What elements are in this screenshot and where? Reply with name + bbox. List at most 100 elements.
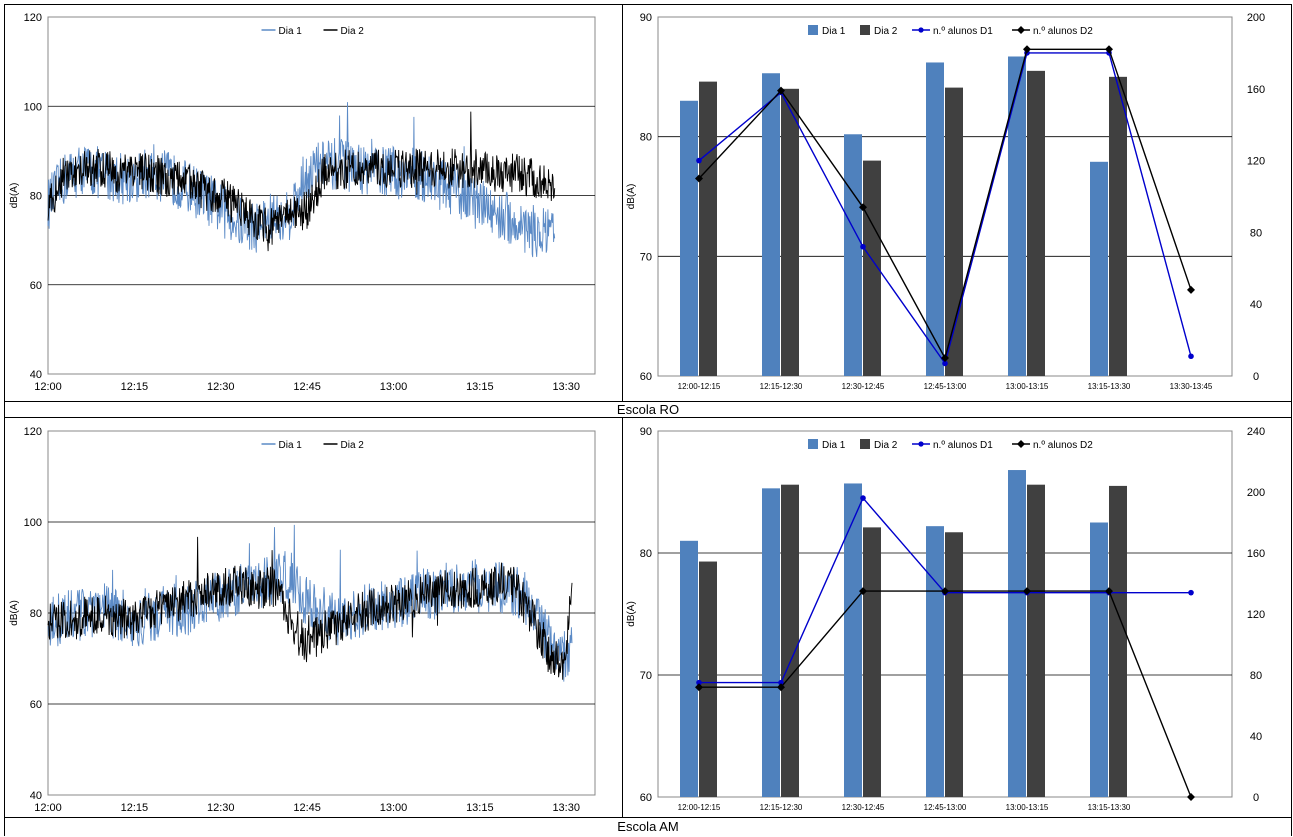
am-ts-x-tick-label: 12:30 (207, 802, 235, 814)
ro-bar-bar-dia2 (945, 87, 963, 376)
am-bar-bar-dia2 (1027, 484, 1045, 797)
am-bar-x-tick-label: 12:15-12:30 (760, 803, 803, 812)
ro-bar-x-tick-label: 13:30-13:45 (1170, 382, 1213, 391)
am-bar-marker-d2 (859, 587, 867, 596)
ro-bar-legend-marker (918, 27, 924, 33)
ro-ts-legend-label: Dia 1 (279, 26, 303, 37)
am-ts-x-tick-label: 13:15 (466, 802, 494, 814)
border-left (4, 4, 5, 836)
border-mid-row1 (622, 4, 623, 401)
ro-bar-bar-dia1 (680, 100, 698, 377)
ro-bar-x-tick-label: 12:30-12:45 (842, 382, 885, 391)
ro-bar-bar-dia1 (1008, 56, 1026, 377)
ro-bar-x-tick-label: 13:00-13:15 (1006, 382, 1049, 391)
ro-bar-marker-d2 (695, 174, 703, 183)
am-bar-legend-label: n.º alunos D2 (1033, 440, 1093, 451)
ro-ts-x-tick-label: 12:15 (121, 381, 149, 393)
ro-ts-series-1 (47, 102, 556, 258)
ro-bar-y-tick-label: 70 (640, 251, 652, 263)
am-bar-bar-dia1 (926, 526, 944, 797)
am-ts-y-tick-label: 120 (24, 426, 42, 438)
am-bar-marker-d2 (1105, 587, 1113, 596)
am-bar-bar-dia1 (844, 483, 862, 797)
am-bar-marker-d1 (860, 495, 866, 501)
ro-bar-legend-marker (1017, 26, 1025, 34)
am-bar-marker-d2 (777, 683, 785, 692)
am-bar-x-tick-label: 13:15-13:30 (1088, 803, 1131, 812)
am-ts-x-tick-label: 13:00 (380, 802, 408, 814)
am-bar-marker-d1 (696, 679, 702, 686)
ro-bar-bar-dia2 (699, 81, 717, 377)
am-bar-y-tick-label: 80 (640, 548, 652, 560)
ro-bar-bar-dia2 (1109, 76, 1127, 376)
am-bar-legend-label: Dia 1 (822, 440, 846, 451)
am-bar-y-tick-label: 60 (640, 792, 652, 804)
ro-ts-y-tick-label: 120 (24, 12, 42, 24)
ro-ts-x-tick-label: 13:00 (380, 381, 408, 393)
ro-bar-legend-label: Dia 2 (874, 26, 898, 37)
bar-chart-am: 60 70 80 90 0 40 80 120 160 200 240 dB(A) 12:00-12:1… (626, 426, 1265, 812)
am-bar-bar-dia2 (863, 527, 881, 797)
am-ts-x-tick-label: 13:30 (552, 802, 580, 814)
am-ts-series-2 (47, 536, 573, 680)
ro-bar-y-tick-label: 60 (640, 371, 652, 383)
ro-bar-legend-label: n.º alunos D2 (1033, 26, 1093, 37)
am-bar-marker-d2 (695, 683, 703, 692)
am-bar-y2-tick-label: 120 (1247, 609, 1265, 621)
ro-bar-marker-d1 (696, 157, 702, 164)
school-caption-ro: Escola RO (616, 402, 680, 417)
ro-bar-y-tick-label: 90 (640, 12, 652, 24)
am-ts-legend-label: Dia 1 (279, 440, 303, 451)
am-bar-bar-dia1 (1090, 522, 1108, 797)
am-ts-x-tick-label: 12:15 (121, 802, 149, 814)
am-ts-y-tick-label: 100 (24, 517, 42, 529)
am-ts-x-tick-label: 12:45 (293, 802, 321, 814)
am-bar-bar-dia1 (762, 488, 780, 797)
am-ts-legend-label: Dia 2 (341, 440, 365, 451)
am-bar-y2-tick-label: 200 (1247, 487, 1265, 499)
am-ts-y-tick-label: 40 (30, 790, 42, 802)
am-bar-bar-dia2 (945, 532, 963, 797)
ro-ts-x-tick-label: 13:30 (552, 381, 580, 393)
ro-bar-marker-d2 (1105, 45, 1113, 54)
am-bar-marker-d1 (1188, 589, 1194, 596)
ro-ts-x-tick-label: 12:00 (34, 381, 62, 393)
am-ts-y-axis-label: dB(A) (9, 600, 20, 626)
am-bar-marker-d2 (1023, 587, 1031, 596)
ro-ts-y-axis-label: dB(A) (9, 183, 20, 209)
ro-bar-x-tick-label: 12:45-13:00 (924, 382, 967, 391)
am-bar-bar-dia2 (699, 561, 717, 797)
ro-bar-marker-d2 (1023, 45, 1031, 54)
border-top (4, 4, 1292, 5)
am-bar-legend-label: n.º alunos D1 (933, 440, 993, 451)
school-caption-am: Escola AM (617, 819, 679, 834)
ro-ts-x-tick-label: 13:15 (466, 381, 494, 393)
figure-frame: Escola RO Escola AM (4, 4, 1292, 836)
ro-ts-y-tick-label: 60 (30, 280, 42, 292)
ro-bar-marker-d1 (942, 360, 948, 367)
ro-ts-x-tick-label: 12:45 (293, 381, 321, 393)
am-bar-bar-dia2 (1109, 485, 1127, 797)
ro-bar-marker-d2 (777, 86, 785, 95)
border-caption1-bottom (4, 417, 1292, 418)
ro-bar-marker-d1 (860, 243, 866, 250)
ro-ts-y-tick-label: 100 (24, 101, 42, 113)
am-bar-legend-label: Dia 2 (874, 440, 898, 451)
am-ts-y-tick-label: 80 (30, 608, 42, 620)
am-bar-y2-tick-label: 80 (1250, 670, 1262, 682)
am-bar-x-tick-label: 12:00-12:15 (678, 803, 721, 812)
ro-bar-y2-tick-label: 120 (1247, 156, 1265, 168)
am-bar-legend-marker (918, 441, 924, 447)
am-ts-y-tick-label: 60 (30, 699, 42, 711)
ro-bar-y2-tick-label: 80 (1250, 227, 1262, 239)
ro-bar-marker-d2 (941, 354, 949, 363)
am-bar-x-tick-label: 13:00-13:15 (1006, 803, 1049, 812)
am-bar-bar-dia1 (1008, 470, 1026, 797)
am-bar-y2-tick-label: 0 (1253, 792, 1259, 804)
am-bar-y-tick-label: 90 (640, 426, 652, 438)
ro-bar-marker-d2 (1187, 285, 1195, 294)
ro-bar-y-tick-label: 80 (640, 132, 652, 144)
ro-bar-bar-dia2 (1027, 70, 1045, 376)
ro-bar-legend-label: n.º alunos D1 (933, 26, 993, 37)
am-bar-x-tick-label: 12:30-12:45 (842, 803, 885, 812)
